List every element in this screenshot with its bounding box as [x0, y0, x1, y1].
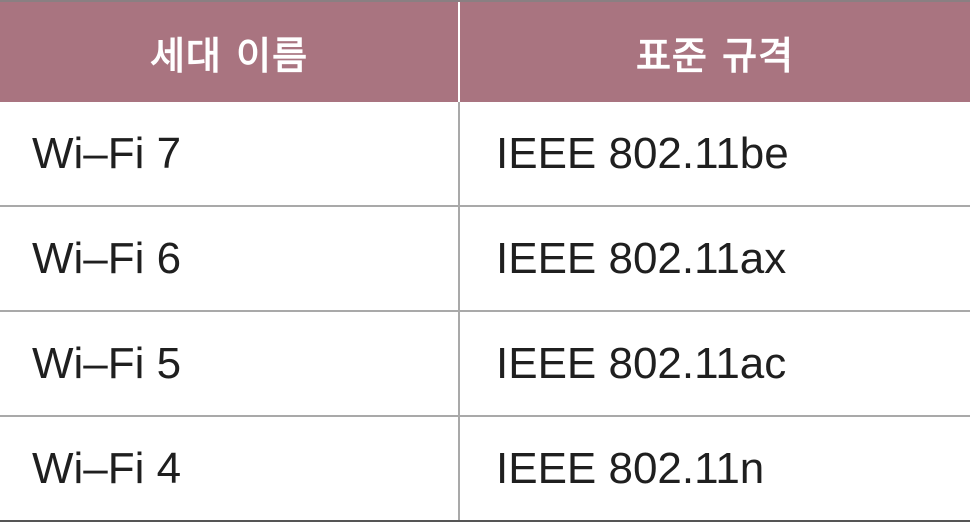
header-standard: 표준 규격 — [635, 33, 795, 78]
table-header-row: 세대 이름 표준 규격 — [0, 2, 970, 102]
table-row: Wi–Fi 5 IEEE 802.11ac — [0, 312, 970, 417]
generation-cell: Wi–Fi 5 — [0, 312, 460, 415]
standard-cell: IEEE 802.11ac — [496, 338, 787, 388]
standard-cell: IEEE 802.11be — [496, 128, 789, 178]
generation-cell: Wi–Fi 6 — [0, 207, 460, 310]
wifi-standards-table: 세대 이름 표준 규격 Wi–Fi 7 IEEE 802.11be Wi–Fi … — [0, 0, 970, 522]
table-row: Wi–Fi 6 IEEE 802.11ax — [0, 207, 970, 312]
generation-cell: Wi–Fi 7 — [0, 102, 460, 205]
standard-cell: IEEE 802.11ax — [496, 233, 787, 283]
header-generation-name: 세대 이름 — [0, 2, 460, 102]
table-row: Wi–Fi 4 IEEE 802.11n — [0, 417, 970, 522]
generation-cell: Wi–Fi 4 — [0, 417, 460, 520]
standard-cell: IEEE 802.11n — [496, 443, 765, 493]
table-row: Wi–Fi 7 IEEE 802.11be — [0, 102, 970, 207]
